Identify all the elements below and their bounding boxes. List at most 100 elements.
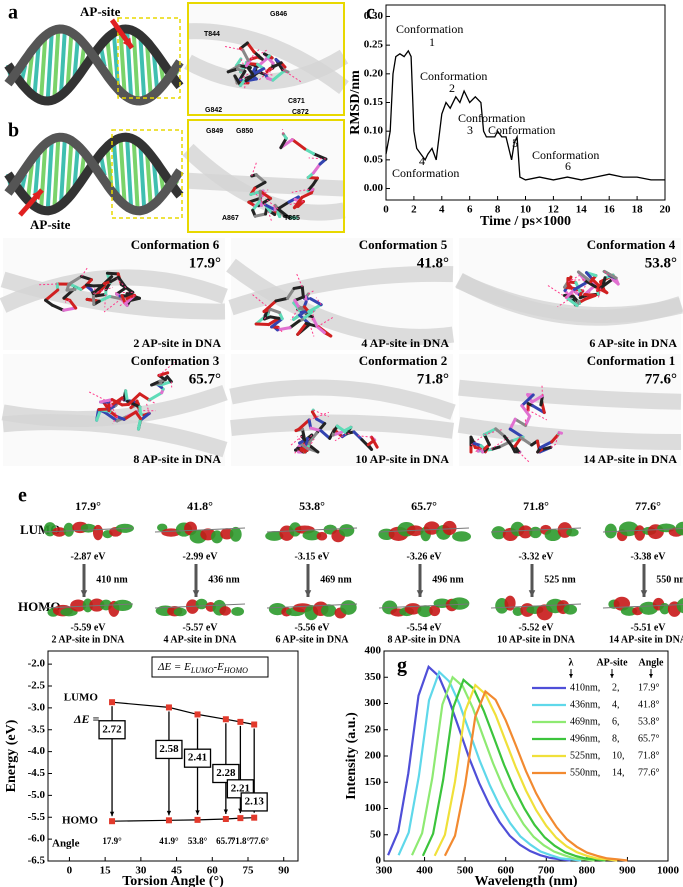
point-marker — [222, 816, 229, 822]
h-bond — [474, 447, 481, 453]
bond — [508, 427, 525, 439]
lumo-energy: -3.38 eV — [631, 551, 667, 562]
residue-label: G849 — [206, 128, 223, 135]
orbital-lobe — [113, 599, 133, 612]
data-line — [443, 689, 628, 862]
point-marker — [194, 816, 201, 823]
legend-ap-site: 14, — [612, 767, 625, 778]
y-tick-label: 250 — [365, 723, 382, 735]
angle-label: 65.7° — [216, 836, 236, 846]
residue-label: G842 — [205, 107, 222, 114]
ap-site-label: AP-site — [80, 4, 121, 19]
h-bond — [567, 274, 582, 283]
x-tick-label: 6 — [467, 204, 473, 216]
legend-header: λ — [569, 657, 574, 668]
orbital-lobe — [340, 600, 357, 615]
homo-energy: -5.57 eV — [183, 622, 219, 633]
annotation: Conformation — [420, 69, 487, 83]
molecule-bond — [378, 603, 470, 609]
y-tick-label: -4.5 — [28, 767, 46, 779]
h-bond — [93, 286, 113, 294]
point-marker — [222, 716, 229, 723]
base-pair — [138, 35, 147, 102]
wavelength: 410 nm — [96, 574, 128, 585]
x-tick-label: 20 — [660, 204, 672, 216]
bond — [530, 394, 544, 404]
y-tick-label: -6.5 — [28, 855, 46, 867]
legend-angle: 17.9° — [638, 682, 660, 693]
data-line — [387, 664, 571, 862]
residue-label: C871 — [288, 98, 305, 105]
base-pair — [105, 146, 114, 186]
x-tick-label: 800 — [579, 865, 596, 877]
bond — [99, 398, 114, 404]
angle-label: 65.7° — [411, 499, 437, 513]
conformation-title: Conformation 4 — [587, 237, 676, 252]
y-tick-label: -2.0 — [28, 658, 46, 670]
bond — [276, 207, 291, 220]
h-bond — [308, 157, 326, 160]
h-bond — [557, 297, 572, 308]
annotation: Conformation — [488, 123, 555, 137]
arrow-head — [80, 590, 88, 597]
caption: 8 AP-site in DNA — [387, 634, 461, 645]
lumo-energy: -2.87 eV — [71, 551, 107, 562]
lumo-energy: -2.99 eV — [183, 551, 219, 562]
bond — [253, 180, 267, 190]
ribbon — [455, 272, 683, 326]
bond — [245, 41, 256, 54]
y-axis-title: RMSD/nm — [348, 70, 363, 135]
ribbon — [2, 414, 228, 458]
ribbon — [457, 416, 682, 450]
bond — [308, 297, 323, 307]
torsion-angle: 41.8° — [417, 255, 449, 271]
base-pair — [25, 164, 34, 201]
homo-energy: -5.59 eV — [71, 622, 107, 633]
ribbon — [187, 23, 349, 95]
y-tick-label: 350 — [365, 671, 382, 683]
gap-label: 2.13 — [245, 795, 265, 807]
formula-part: -E — [214, 661, 225, 673]
x-tick-label: 60 — [207, 865, 219, 877]
bond — [103, 411, 119, 423]
formula-part: HOMO — [223, 666, 248, 675]
legend-ap-site: 2, — [612, 682, 620, 693]
point-marker — [251, 814, 258, 821]
x-tick-label: 400 — [416, 865, 433, 877]
bond — [557, 431, 564, 435]
molecule-bond — [154, 527, 246, 533]
x-axis-title: Time / ps×1000 — [480, 214, 571, 229]
molecule-bond — [266, 603, 358, 609]
base-pair — [58, 28, 67, 96]
point-marker — [237, 815, 244, 822]
caption: 4 AP-site in DNA — [361, 336, 449, 350]
base-pair — [39, 147, 48, 210]
gap-label: 2.28 — [216, 767, 236, 779]
ribbon — [230, 414, 455, 439]
bond — [315, 325, 326, 335]
x-tick-label: 8 — [495, 204, 501, 216]
arrow-head — [610, 673, 614, 678]
bond — [136, 417, 143, 431]
bond — [160, 380, 173, 387]
h-bond — [313, 409, 329, 418]
bond — [150, 379, 162, 387]
point-marker — [109, 699, 116, 706]
bond — [91, 291, 96, 306]
caption: 4 AP-site in DNA — [163, 634, 237, 645]
angle-label: 71.8° — [523, 499, 549, 513]
bond — [124, 389, 129, 403]
zoom-box — [117, 17, 181, 99]
bond — [270, 317, 284, 329]
base-pair — [131, 30, 140, 101]
formula-part: LUMO — [190, 666, 214, 675]
h-bond — [239, 72, 250, 81]
homo-energy: -5.51 eV — [631, 622, 667, 633]
molecule-bond — [602, 603, 683, 609]
h-bond — [291, 188, 310, 193]
lumo-energy: -3.26 eV — [407, 551, 443, 562]
annotation: Conformation — [532, 148, 599, 162]
bond — [519, 436, 534, 447]
bond — [293, 295, 305, 302]
orbital-lobe — [316, 531, 328, 541]
